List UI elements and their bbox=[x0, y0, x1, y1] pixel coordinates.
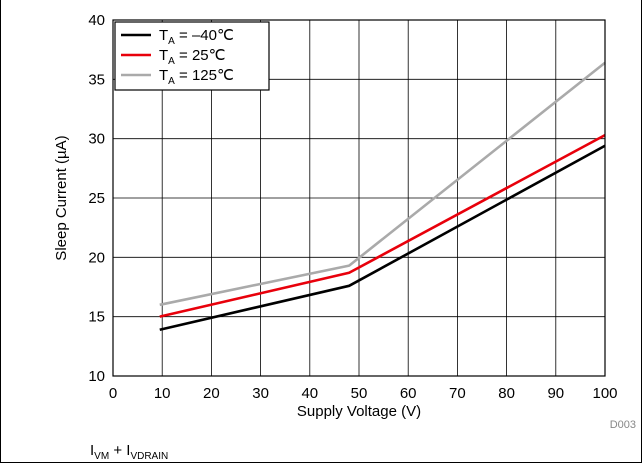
x-tick-label: 30 bbox=[252, 385, 269, 402]
x-tick-label: 50 bbox=[351, 385, 368, 402]
plot-border bbox=[112, 19, 606, 377]
x-tick-label: 100 bbox=[592, 385, 617, 402]
y-tick-label: 15 bbox=[88, 309, 105, 326]
figure-id: D003 bbox=[610, 419, 636, 431]
y-tick-label: 30 bbox=[88, 131, 105, 148]
x-tick-label: 80 bbox=[498, 385, 515, 402]
y-tick-label: 20 bbox=[88, 249, 105, 266]
y-tick-label: 10 bbox=[88, 368, 105, 385]
series-line-1 bbox=[159, 144, 606, 331]
series-layer bbox=[159, 61, 606, 331]
caption-i1: I bbox=[90, 442, 95, 459]
y-tick-label: 35 bbox=[88, 71, 105, 88]
series-line-2 bbox=[159, 133, 606, 318]
y-tick-label: 25 bbox=[88, 190, 105, 207]
x-tick-label: 40 bbox=[301, 385, 318, 402]
legend-entry: TA = 125℃ bbox=[159, 67, 234, 87]
x-tick-label: 60 bbox=[400, 385, 417, 402]
legend-entry: TA = 25℃ bbox=[159, 47, 225, 67]
caption-plus: + I bbox=[109, 442, 131, 459]
x-tick-label: 90 bbox=[547, 385, 564, 402]
legend-entry: TA = –40℃ bbox=[159, 27, 234, 47]
y-tick-label: 40 bbox=[88, 12, 105, 29]
x-axis-label: Supply Voltage (V) bbox=[297, 403, 421, 420]
caption-sub-vdrain: VDRAIN bbox=[130, 451, 169, 462]
y-axis-label: Sleep Current (µA) bbox=[53, 135, 70, 260]
series-line-3 bbox=[159, 61, 606, 307]
caption-sub-vm: VM bbox=[94, 451, 110, 462]
x-tick-label: 10 bbox=[154, 385, 171, 402]
caption: IVM + IVDRAIN bbox=[90, 442, 168, 462]
x-tick-label: 20 bbox=[203, 385, 220, 402]
x-tick-label: 70 bbox=[449, 385, 466, 402]
legend: TA = –40℃TA = 25℃TA = 125℃ bbox=[114, 21, 270, 91]
x-tick-label: 0 bbox=[109, 385, 117, 402]
